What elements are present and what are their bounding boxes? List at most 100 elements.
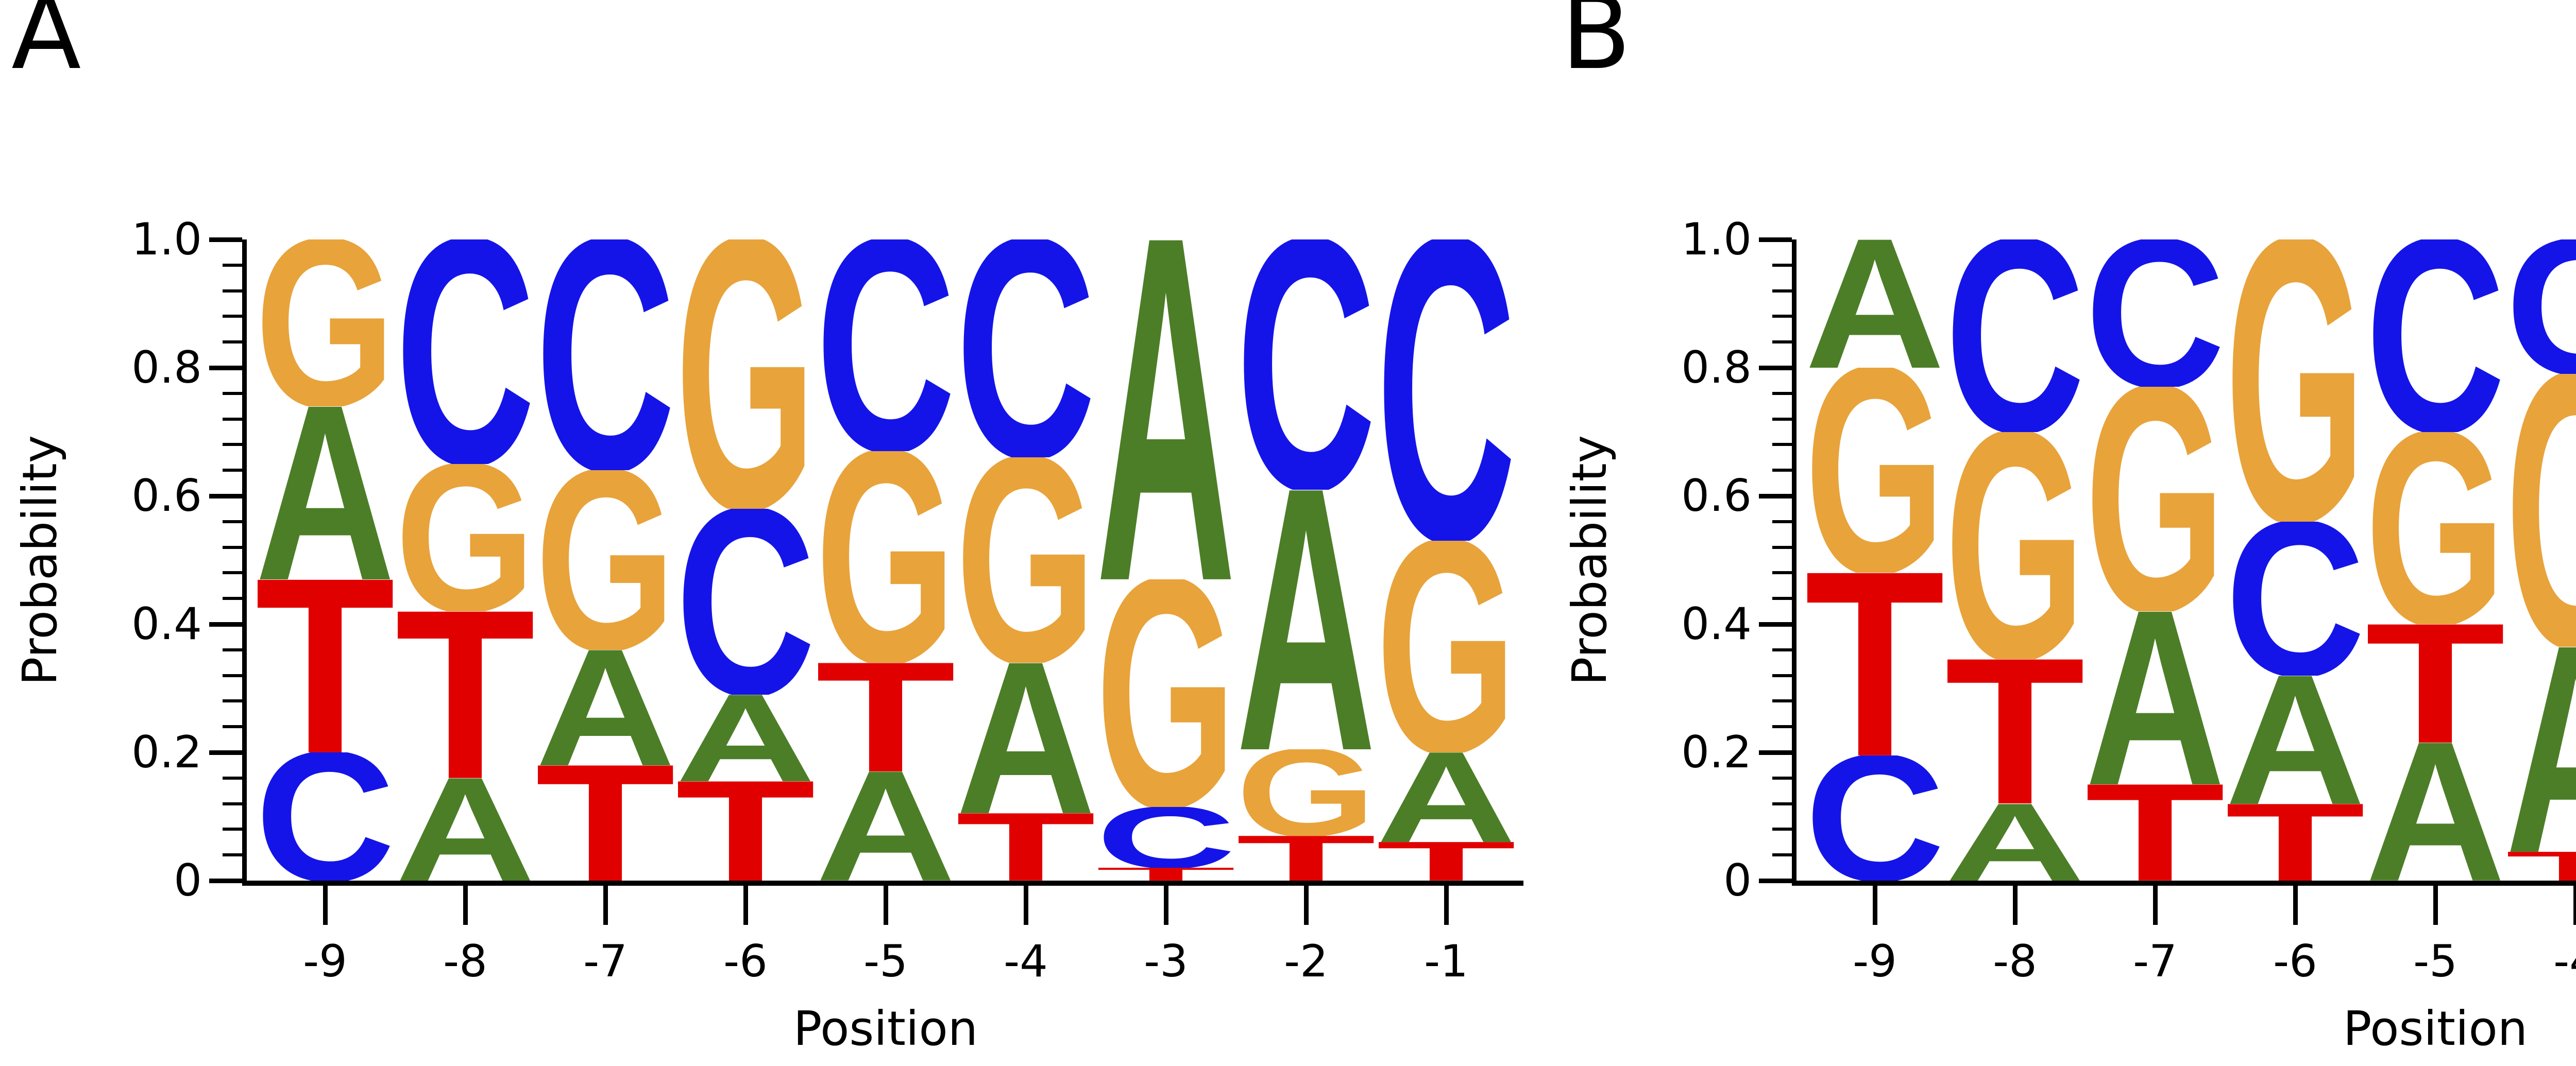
- svg-text:T: T: [956, 813, 1096, 881]
- logo-letter-A: A: [255, 406, 395, 579]
- y-minor-tick: [223, 571, 242, 575]
- x-axis-title: Position: [793, 1001, 978, 1056]
- x-tick-label: -4: [2553, 936, 2576, 987]
- svg-text:G: G: [1376, 541, 1516, 752]
- x-tick-label: -3: [1144, 936, 1188, 987]
- y-minor-tick: [1772, 828, 1792, 831]
- y-minor-tick: [223, 802, 242, 805]
- y-tick-label: 0: [174, 855, 202, 906]
- logo-letter-T: T: [1236, 836, 1376, 881]
- x-tick-label: -7: [2133, 936, 2177, 987]
- logo-letter-T: T: [2365, 624, 2505, 743]
- y-minor-tick: [1772, 802, 1792, 805]
- logo-letter-A: A: [1376, 752, 1516, 842]
- y-minor-tick: [223, 443, 242, 446]
- logo-letter-C: C: [1096, 807, 1236, 868]
- y-minor-tick: [223, 725, 242, 729]
- svg-text:T: T: [675, 781, 816, 881]
- logo-letter-G: G: [1236, 749, 1376, 836]
- x-tick-label: -9: [303, 936, 347, 987]
- y-minor-tick: [1772, 263, 1792, 267]
- y-minor-tick: [1772, 648, 1792, 651]
- x-tick: [1304, 886, 1309, 925]
- logo-letter-T: T: [535, 765, 675, 881]
- y-minor-tick: [223, 340, 242, 344]
- y-tick-label: 0: [1723, 855, 1752, 906]
- logo-letter-C: C: [395, 239, 535, 464]
- svg-text:C: C: [255, 752, 395, 881]
- svg-text:G: G: [675, 239, 816, 509]
- logo-letter-T: T: [2225, 804, 2365, 881]
- y-minor-tick: [1772, 391, 1792, 395]
- x-tick: [2433, 886, 2438, 925]
- y-axis-title: Probability: [12, 435, 67, 686]
- y-minor-tick: [223, 417, 242, 421]
- y-major-tick: [1759, 750, 1792, 755]
- logo-letter-A: A: [956, 663, 1096, 814]
- svg-text:G: G: [535, 470, 675, 650]
- y-major-tick: [209, 750, 242, 755]
- svg-text:C: C: [1376, 239, 1516, 541]
- svg-text:G: G: [1805, 368, 1945, 573]
- logo-letter-A: A: [1096, 239, 1236, 579]
- logo-letter-C: C: [956, 239, 1096, 457]
- svg-text:A: A: [1096, 239, 1236, 579]
- y-tick-label: 0.4: [131, 598, 202, 650]
- svg-text:A: A: [1236, 490, 1376, 749]
- y-minor-tick: [223, 828, 242, 831]
- svg-text:A: A: [1805, 239, 1945, 368]
- svg-text:T: T: [2365, 624, 2505, 743]
- svg-text:T: T: [535, 765, 675, 881]
- logo-letter-T: T: [675, 781, 816, 881]
- x-tick-label: -8: [1993, 936, 2037, 987]
- x-tick: [2293, 886, 2298, 925]
- y-minor-tick: [223, 469, 242, 472]
- svg-text:A: A: [535, 650, 675, 765]
- svg-text:C: C: [816, 239, 956, 451]
- logo-letter-A: A: [1236, 490, 1376, 749]
- svg-text:G: G: [1236, 749, 1376, 836]
- x-tick: [1164, 886, 1168, 925]
- logo-letter-C: C: [1376, 239, 1516, 541]
- y-minor-tick: [223, 289, 242, 293]
- x-tick-label: -1: [1424, 936, 1468, 987]
- y-major-tick: [209, 237, 242, 242]
- y-minor-tick: [1772, 725, 1792, 729]
- y-tick-label: 0.2: [131, 727, 202, 778]
- svg-text:G: G: [956, 457, 1096, 662]
- svg-text:T: T: [255, 579, 395, 752]
- svg-text:G: G: [2085, 387, 2225, 611]
- svg-text:C: C: [1805, 755, 1945, 881]
- x-tick: [1024, 886, 1028, 925]
- x-tick: [463, 886, 468, 925]
- x-tick: [1873, 886, 1877, 925]
- svg-text:G: G: [2365, 432, 2505, 625]
- x-tick-label: -2: [1284, 936, 1328, 987]
- logo-letter-A: A: [2365, 743, 2505, 881]
- y-minor-tick: [1772, 853, 1792, 857]
- y-minor-tick: [223, 391, 242, 395]
- logo-letter-G: G: [1376, 541, 1516, 752]
- svg-text:T: T: [1376, 842, 1516, 881]
- logo-letter-G: G: [2085, 387, 2225, 611]
- y-minor-tick: [1772, 776, 1792, 780]
- y-minor-tick: [223, 263, 242, 267]
- logo-letter-A: A: [675, 695, 816, 781]
- svg-text:C: C: [956, 239, 1096, 457]
- svg-text:T: T: [2085, 784, 2225, 881]
- logo-letter-T: T: [1096, 868, 1236, 881]
- svg-text:T: T: [2505, 852, 2576, 881]
- svg-text:C: C: [1236, 239, 1376, 490]
- y-tick-label: 0.4: [1681, 598, 1752, 650]
- x-tick-label: -6: [2273, 936, 2317, 987]
- x-tick: [1444, 886, 1449, 925]
- x-tick: [743, 886, 748, 925]
- logo-letter-T: T: [2505, 852, 2576, 881]
- svg-text:C: C: [1096, 807, 1236, 868]
- x-tick: [323, 886, 328, 925]
- svg-text:A: A: [2505, 647, 2576, 852]
- svg-text:G: G: [395, 464, 535, 611]
- svg-text:C: C: [1945, 239, 2085, 432]
- x-tick-label: -9: [1853, 936, 1897, 987]
- svg-text:T: T: [1236, 836, 1376, 881]
